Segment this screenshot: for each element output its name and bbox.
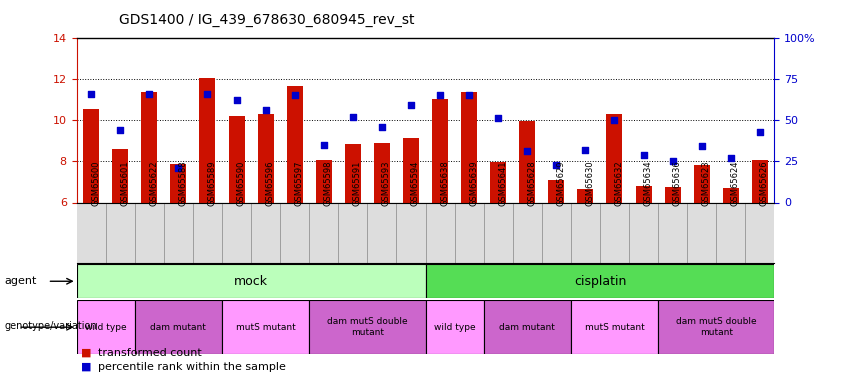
Text: GSM65622: GSM65622 [149,160,158,206]
Bar [199,78,215,203]
Text: GSM65632: GSM65632 [614,160,624,206]
Bar [658,300,774,354]
Bar [345,144,361,202]
Bar [112,149,129,202]
Bar [722,188,739,202]
Point [142,91,156,97]
Text: dam mutant: dam mutant [500,322,555,332]
Text: cisplatin: cisplatin [574,275,626,288]
Text: GSM65629: GSM65629 [557,160,565,206]
Bar [432,99,448,202]
Point [665,158,679,164]
Bar [83,109,99,202]
Text: GSM65598: GSM65598 [323,160,333,206]
Point [317,142,330,148]
Text: dam mutS double
mutant: dam mutS double mutant [676,318,757,337]
Text: GSM65638: GSM65638 [440,160,449,206]
Bar [426,264,774,298]
Bar [607,114,622,202]
Point [230,97,243,103]
Text: GSM65594: GSM65594 [411,160,420,206]
Point [346,114,360,120]
Bar [490,162,506,202]
Point [84,91,98,97]
Text: GSM65597: GSM65597 [294,160,304,206]
Bar [229,116,244,202]
Point [724,155,738,161]
Text: GSM65596: GSM65596 [266,160,275,206]
Bar [519,121,535,202]
Point [753,129,767,135]
Text: GSM65601: GSM65601 [120,160,129,206]
Text: GSM65630: GSM65630 [585,160,594,206]
Bar [141,92,157,202]
Text: GSM65639: GSM65639 [469,160,478,206]
Point [462,92,476,98]
Bar [461,92,477,202]
Text: GSM65628: GSM65628 [528,160,536,206]
Text: GSM65626: GSM65626 [760,160,768,206]
Text: GSM65600: GSM65600 [91,160,100,206]
Bar [287,86,303,202]
Text: ■: ■ [81,362,91,372]
Bar [548,180,564,203]
Text: GDS1400 / IG_439_678630_680945_rev_st: GDS1400 / IG_439_678630_680945_rev_st [119,13,414,27]
Point [201,91,214,97]
Text: GSM65636: GSM65636 [672,160,682,206]
Bar [258,114,273,202]
Bar [636,186,652,202]
Point [579,147,592,153]
Point [521,148,534,154]
Bar [571,300,658,354]
Bar [134,300,222,354]
Bar [752,160,768,202]
Bar [77,264,426,298]
Point [695,143,709,149]
Bar [578,189,593,202]
Point [433,92,447,98]
Point [637,152,650,157]
Bar [222,300,309,354]
Point [172,165,186,171]
Bar [374,143,390,202]
Point [491,116,505,122]
Text: GSM65593: GSM65593 [382,160,391,206]
Text: wild type: wild type [85,322,127,332]
Point [288,92,301,98]
Text: wild type: wild type [434,322,476,332]
Bar [170,164,186,202]
Bar [665,187,681,202]
Text: GSM65588: GSM65588 [179,160,187,206]
Bar [426,300,483,354]
Point [550,162,563,168]
Bar [316,160,332,202]
Text: mock: mock [234,275,268,288]
Point [375,124,389,130]
Bar [694,165,710,202]
Bar [309,300,426,354]
Point [404,102,418,108]
Text: GSM65623: GSM65623 [702,160,711,206]
Text: GSM65641: GSM65641 [498,160,507,206]
Bar [483,300,571,354]
Text: transformed count: transformed count [98,348,202,357]
Point [608,117,621,123]
Text: GSM65634: GSM65634 [643,160,653,206]
Point [259,107,272,113]
Point [113,127,127,133]
Text: GSM65590: GSM65590 [237,160,245,206]
Text: agent: agent [4,276,37,286]
Text: mutS mutant: mutS mutant [585,322,644,332]
Text: dam mutant: dam mutant [151,322,206,332]
Bar [77,300,134,354]
Text: GSM65624: GSM65624 [731,160,740,206]
Text: dam mutS double
mutant: dam mutS double mutant [327,318,408,337]
Text: ■: ■ [81,348,91,357]
Bar [403,138,419,202]
Text: genotype/variation: genotype/variation [4,321,97,331]
Text: mutS mutant: mutS mutant [236,322,295,332]
Text: GSM65589: GSM65589 [208,160,216,206]
Text: GSM65591: GSM65591 [353,160,362,206]
Text: percentile rank within the sample: percentile rank within the sample [98,362,286,372]
